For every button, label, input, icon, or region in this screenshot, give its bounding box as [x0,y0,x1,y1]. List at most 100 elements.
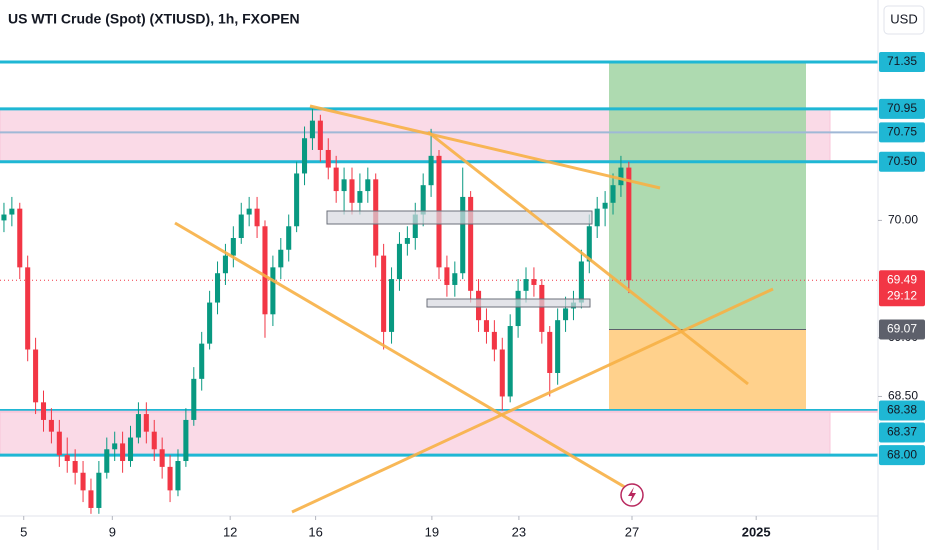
candle-body [207,302,213,344]
x-tick-label: 19 [425,524,439,539]
candle-body [127,437,134,462]
candle-body [610,185,616,203]
x-tick-label: 9 [109,524,116,539]
candle-body [191,378,197,420]
range-box [326,210,593,225]
candle-body [167,466,173,491]
candle-body [230,238,236,256]
candle-body [396,243,402,280]
price-label: 68.38 [887,403,917,417]
candle-body [349,179,355,203]
price-label: 69.49 [887,272,917,286]
price-label-box [879,98,925,119]
candle-body [594,208,600,227]
trend-line [291,287,774,514]
candle-body [586,226,592,262]
candle-body [333,167,339,192]
candle-body [507,326,513,397]
candle-body [325,149,331,168]
candle-body [578,261,584,303]
candle-body [151,431,157,450]
candle-body [468,196,474,291]
candle-body [135,414,141,438]
candle-body [33,349,39,403]
candle-body [539,284,545,332]
price-label: 68.37 [887,425,917,439]
candle-body [483,320,489,332]
candle-body [159,449,165,467]
candle-body [428,155,434,186]
price-label: 29:12 [887,288,917,302]
candle-body [302,138,308,174]
candle-body [286,226,292,250]
candle-body [547,331,553,373]
candle-body [246,208,252,215]
candle-body [317,120,323,150]
currency-label: USD [890,11,917,26]
candle-body [563,308,569,321]
price-label: 70.75 [887,125,917,139]
trend-line [427,130,749,386]
y-tick-label: 68.50 [888,389,918,403]
candle-body [278,249,284,268]
candle-body [531,279,537,285]
candle-body [341,179,347,192]
price-label-box [879,422,925,443]
x-tick-label: 27 [625,524,639,539]
candle-body [357,191,363,203]
profit-zone [609,61,806,330]
candle-body [420,185,426,215]
candle-body [9,208,15,215]
candle-body [80,472,86,491]
price-label-box [879,151,925,172]
candle-body [104,449,110,473]
candle-body [214,273,221,303]
candle-body [48,419,54,432]
candle-body [1,214,7,221]
candle-body [555,320,561,373]
currency-button[interactable] [883,5,925,35]
price-label: 71.35 [887,54,917,68]
price-label-box [879,122,925,143]
trend-line [309,104,661,190]
loss-zone [609,329,806,411]
candle-body [444,267,450,285]
price-label-box [879,51,925,72]
price-label-box [879,319,925,340]
candle-body [452,273,458,285]
candle-body [199,343,205,379]
candle-body [222,255,228,274]
candle-body [270,267,276,315]
chart-title: US WTI Crude (Spot) (XTIUSD), 1h, FXOPEN [8,11,300,27]
price-label-box [879,270,925,307]
candle-body [40,402,47,420]
price-label: 68.00 [887,447,917,461]
candle-body [183,419,189,462]
candle-body [381,255,387,332]
candle-body [491,331,497,350]
candle-body [254,208,260,227]
candle-body [626,167,632,281]
candle-body [238,214,244,239]
candle-body [294,173,300,227]
trend-line [174,221,641,498]
candle-body [25,267,31,350]
candle-body [602,202,608,209]
candle-body [365,179,371,192]
price-label-box [879,445,925,466]
candle-body [175,461,181,491]
candle-body [460,196,466,274]
price-label: 70.50 [887,154,917,168]
candle-body [64,455,70,462]
candle-body [515,290,521,327]
candle-body [618,167,624,186]
candle-body [17,208,23,268]
price-label-box [879,400,925,421]
candle-body [309,120,315,139]
candle-body [88,490,94,508]
candle-body [120,443,126,462]
x-tick-label: 12 [223,524,237,539]
price-label: 70.95 [887,101,917,115]
candle-body [96,472,102,508]
